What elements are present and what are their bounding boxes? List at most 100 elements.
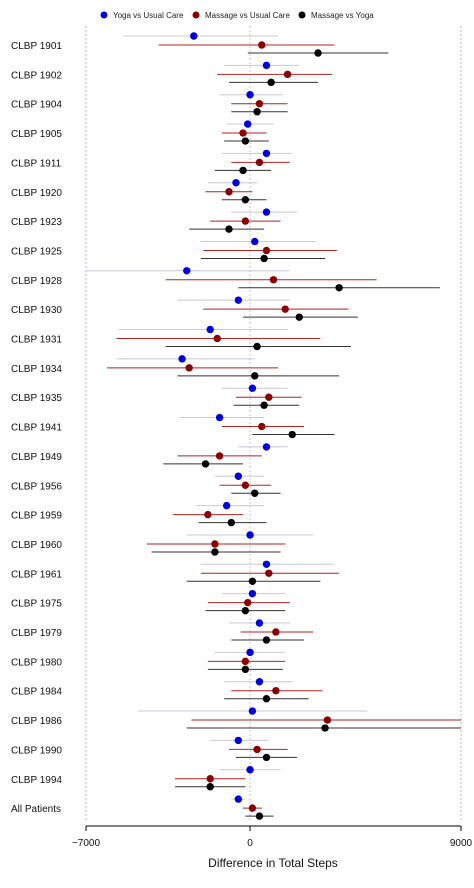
row-10: CLBP 1931 [11,325,351,351]
row-14: CLBP 1949 [11,443,288,468]
point-estimate [241,217,250,225]
row-label: CLBP 1935 [11,393,62,404]
legend-marker-1 [192,11,200,19]
point-estimate [248,384,257,392]
row-25: CLBP 1994 [11,766,281,791]
point-estimate [269,276,278,284]
point-estimate [248,707,257,715]
point-estimate [262,636,271,644]
point-estimate [246,531,254,539]
row-17: CLBP 1960 [11,531,314,556]
row-16: CLBP 1959 [11,501,267,527]
row-24: CLBP 1990 [11,736,297,762]
row-6: CLBP 1923 [11,208,297,233]
point-estimate [262,443,271,451]
row-label: CLBP 1959 [11,511,62,522]
point-estimate [260,254,268,263]
point-estimate [201,460,210,468]
point-estimate [190,32,198,40]
point-estimate [258,422,266,431]
point-estimate [295,313,303,321]
row-label: CLBP 1902 [11,70,62,81]
point-estimate [255,619,264,627]
point-estimate [251,489,259,497]
legend-marker-0 [100,11,108,19]
row-2: CLBP 1904 [11,91,288,116]
row-label: CLBP 1941 [11,423,62,434]
point-estimate [323,716,332,724]
row-5: CLBP 1920 [11,179,267,204]
point-estimate [244,598,252,607]
point-estimate [253,745,261,754]
row-label: CLBP 1986 [11,716,62,727]
x-axis: −7000 0 9000 [72,825,473,849]
reference-lines [85,26,462,823]
point-estimate [262,753,271,762]
point-estimate [314,49,322,57]
row-label: CLBP 1934 [11,364,62,375]
point-estimate [253,108,261,116]
point-estimate [248,589,257,598]
row-label: All Patients [11,804,61,815]
point-estimate [321,724,329,732]
row-9: CLBP 1930 [11,296,358,321]
point-estimate [206,775,214,783]
point-estimate [262,61,271,70]
legend-label-0: Yoga vs Usual Care [113,11,184,20]
row-3: CLBP 1905 [11,120,274,145]
row-0: CLBP 1901 [11,32,389,57]
point-estimate [183,267,191,275]
row-13: CLBP 1941 [11,413,335,439]
point-estimate [241,481,250,489]
row-label: CLBP 1956 [11,481,62,492]
point-estimate [232,179,240,187]
legend-label-2: Massage vs Yoga [311,11,374,20]
point-estimate [239,129,247,137]
row-label: CLBP 1920 [11,188,62,199]
point-estimate [185,364,193,372]
row-label: CLBP 1901 [11,41,62,52]
point-estimate [251,237,259,246]
point-estimate [234,472,243,480]
row-12: CLBP 1935 [11,384,302,409]
point-estimate [178,355,186,363]
legend: Yoga vs Usual Care Massage vs Usual Care M… [100,11,374,20]
point-estimate [241,137,250,145]
point-estimate [206,783,214,791]
point-estimate [206,325,214,334]
point-estimate [215,413,224,422]
point-estimate [246,648,254,657]
rows: CLBP 1901 CLBP 1902 CLBP 1904 CLBP 1905 CLBP… [11,32,461,820]
point-estimate [246,766,254,774]
point-estimate [262,208,271,216]
point-estimate [267,78,275,87]
point-estimate [335,284,343,292]
point-estimate [262,149,271,158]
row-label: CLBP 1928 [11,276,62,287]
point-estimate [272,628,280,636]
point-estimate [262,560,271,568]
row-4: CLBP 1911 [11,149,293,175]
row-8: CLBP 1928 [11,267,440,292]
x-tick-label-0: −7000 [72,838,101,849]
legend-label-1: Massage vs Usual Care [205,11,290,20]
row-label: CLBP 1905 [11,129,62,140]
row-label: CLBP 1923 [11,217,62,228]
point-estimate [251,372,259,380]
row-label: CLBP 1904 [11,100,62,111]
point-estimate [211,548,219,556]
point-estimate [248,577,257,585]
point-estimate [255,100,264,108]
point-estimate [260,401,268,409]
point-estimate [255,812,264,820]
point-estimate [225,188,233,196]
point-estimate [255,678,264,686]
point-estimate [258,41,266,49]
legend-marker-2 [298,11,306,19]
point-estimate [241,657,250,666]
point-estimate [265,569,273,577]
row-label: CLBP 1975 [11,599,62,610]
row-label: CLBP 1979 [11,628,62,639]
row-label: CLBP 1994 [11,775,62,786]
